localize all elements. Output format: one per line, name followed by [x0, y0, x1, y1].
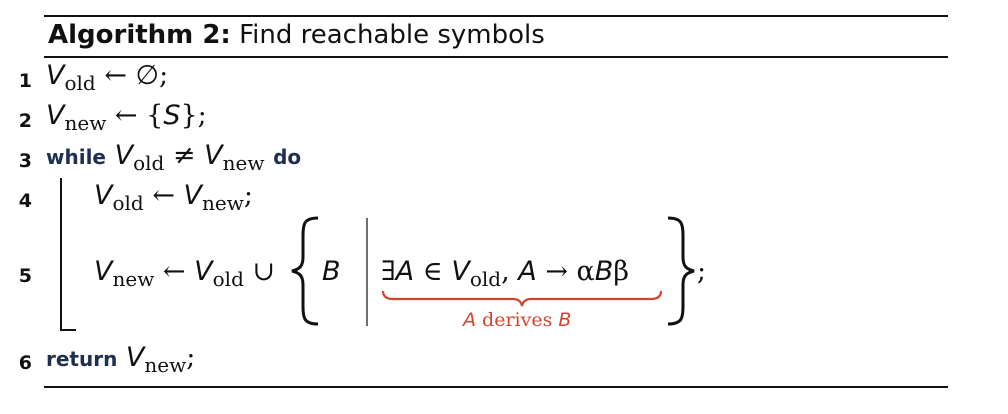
keyword-while: while	[46, 145, 106, 169]
line-2: Vnew ← {S};	[46, 100, 207, 135]
line-number-2: 2	[18, 110, 32, 132]
left-curly-brace	[291, 216, 319, 326]
line-number-5: 5	[18, 265, 32, 287]
line-5-end: ;	[697, 256, 707, 287]
line-number-1: 1	[18, 70, 32, 92]
keyword-do: do	[273, 145, 302, 169]
set-condition: ∃A ∈ Vold, A → αBβ	[381, 256, 629, 291]
algorithm-title: Find reachable symbols	[239, 20, 545, 50]
line-5-lhs: Vnew ← Vold ∪	[94, 256, 276, 291]
line-number-4: 4	[18, 190, 32, 212]
underbrace-annotation: A derives B	[463, 309, 572, 331]
bottom-rule	[44, 386, 948, 388]
top-rule	[44, 15, 948, 17]
keyword-return: return	[46, 347, 118, 371]
set-element: B	[322, 256, 341, 287]
line-4: Vold ← Vnew;	[94, 180, 253, 215]
line-6: return Vnew;	[46, 342, 196, 377]
line-3: while Vold ≠ Vnew do	[46, 140, 302, 175]
line-number-3: 3	[18, 150, 32, 172]
line-number-6: 6	[18, 352, 32, 374]
while-block-bar	[60, 178, 62, 330]
annotation-underbrace	[381, 290, 663, 307]
while-block-foot	[60, 329, 76, 331]
line-1: Vold ← ∅;	[46, 60, 169, 95]
right-curly-brace	[667, 216, 695, 326]
algorithm-caption: Algorithm 2: Find reachable symbols	[48, 20, 545, 50]
caption-rule	[44, 56, 948, 58]
algorithm-label: Algorithm 2:	[48, 20, 231, 50]
